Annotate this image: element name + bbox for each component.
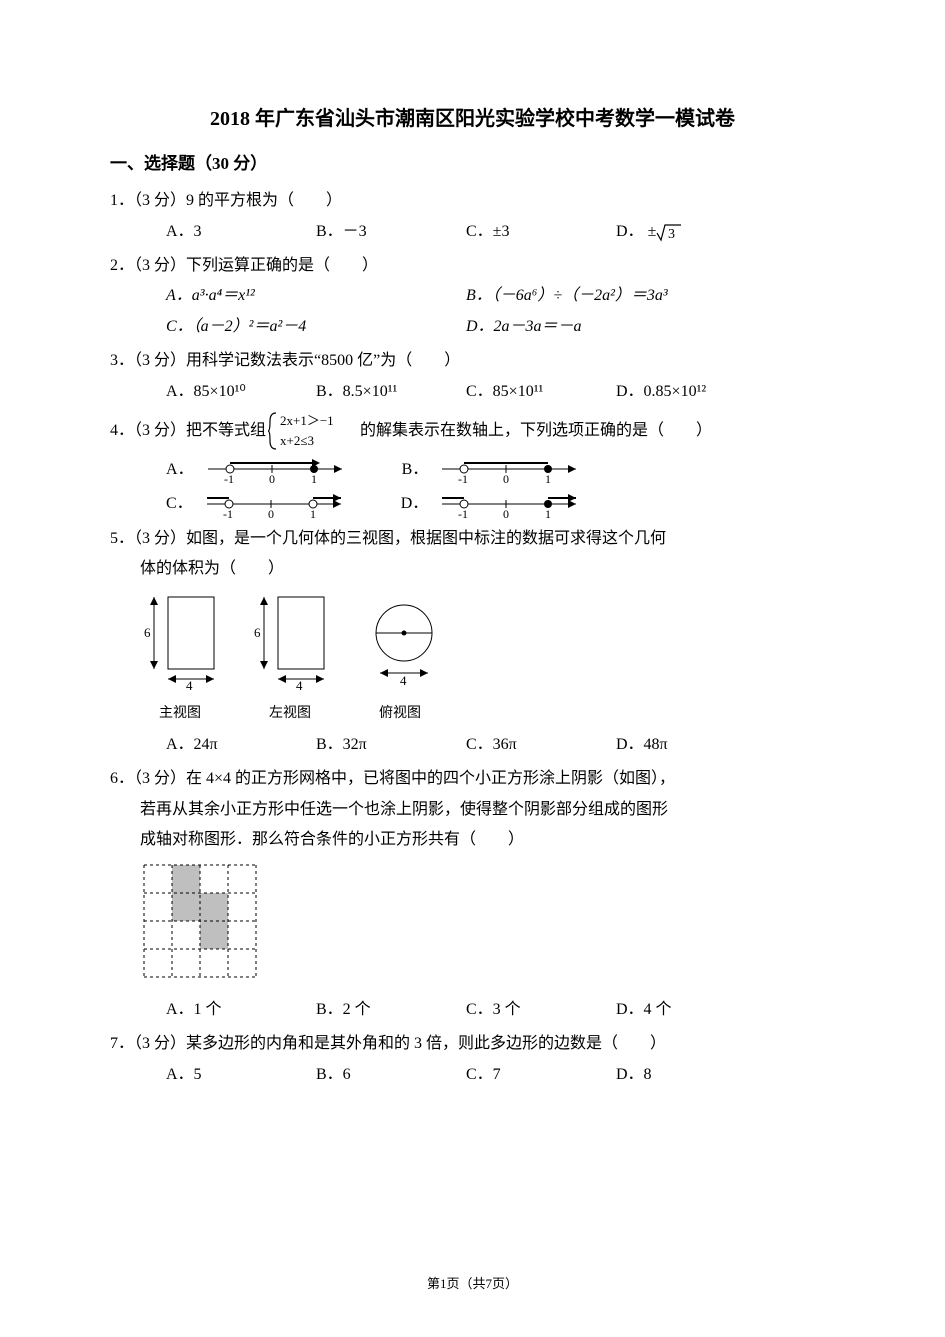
svg-text:0: 0 <box>268 507 274 518</box>
q4-sys-top: 2x+1＞−1 <box>280 413 334 428</box>
brace-icon: 2x+1＞−1 x+2≤3 <box>268 411 358 451</box>
q6-opt-d: D．4 个 <box>616 995 766 1025</box>
q6-stem-2: 若再从其余小正方形中任选一个也涂上阴影，使得整个阴影部分组成的图形 <box>110 795 835 825</box>
q4-opt-a: A． -1 0 1 <box>166 455 352 485</box>
svg-text:0: 0 <box>503 472 509 483</box>
svg-text:1: 1 <box>311 472 317 483</box>
number-line-a: -1 0 1 <box>202 457 352 483</box>
q4-d-label: D． <box>401 495 429 512</box>
section-heading: 一、选择题（30 分） <box>110 148 835 180</box>
q4-stem-post: 的解集表示在数轴上，下列选项正确的是（ ） <box>360 416 712 446</box>
q4-opt-b: B． -1 0 1 <box>402 455 587 485</box>
question-6: 6．（3 分）在 4×4 的正方形网格中，已将图中的四个小正方形涂上阴影（如图）… <box>110 764 835 1025</box>
q2-opt-c: C．（a－2）²＝a²－4 <box>166 312 466 342</box>
q4-c-label: C． <box>166 495 193 512</box>
top-view-svg: 4 <box>360 591 440 691</box>
q5-opt-a: A．24π <box>166 730 316 760</box>
dim-w-3: 4 <box>400 673 407 688</box>
dim-w-1: 4 <box>186 678 193 691</box>
q3-opt-b: B．8.5×10¹¹ <box>316 377 466 407</box>
left-view-label: 左视图 <box>250 701 330 728</box>
q7-opt-d: D．8 <box>616 1060 766 1090</box>
front-view: 6 4 主视图 <box>140 591 220 728</box>
q5-opt-b: B．32π <box>316 730 466 760</box>
question-4: 4．（3 分）把不等式组 2x+1＞−1 x+2≤3 的解集表示在数轴上，下列选… <box>110 411 835 520</box>
svg-text:3: 3 <box>668 227 675 242</box>
q7-opt-a: A．5 <box>166 1060 316 1090</box>
q4-stem-pre: 4．（3 分）把不等式组 <box>110 416 266 446</box>
q5-stem-2: 体的体积为（ ） <box>110 554 835 584</box>
q3-opt-a: A．85×10¹⁰ <box>166 377 316 407</box>
q4-a-label: A． <box>166 461 194 478</box>
q6-stem-1: 6．（3 分）在 4×4 的正方形网格中，已将图中的四个小正方形涂上阴影（如图）… <box>110 764 835 794</box>
q3-stem: 3．（3 分）用科学记数法表示“8500 亿”为（ ） <box>110 346 835 376</box>
left-view-svg: 6 4 <box>250 591 330 691</box>
top-view-label: 俯视图 <box>360 701 440 728</box>
q6-opt-a: A．1 个 <box>166 995 316 1025</box>
q6-stem-3: 成轴对称图形．那么符合条件的小正方形共有（ ） <box>110 825 835 855</box>
q3-opt-c: C．85×10¹¹ <box>466 377 616 407</box>
left-view: 6 4 左视图 <box>250 591 330 728</box>
dim-h: 6 <box>144 625 151 640</box>
question-3: 3．（3 分）用科学记数法表示“8500 亿”为（ ） A．85×10¹⁰ B．… <box>110 346 835 407</box>
q4-b-label: B． <box>402 461 429 478</box>
q2-stem: 2．（3 分）下列运算正确的是（ ） <box>110 251 835 281</box>
svg-text:-1: -1 <box>458 507 468 518</box>
question-7: 7．（3 分）某多边形的内角和是其外角和的 3 倍，则此多边形的边数是（ ） A… <box>110 1029 835 1090</box>
q5-opt-c: C．36π <box>466 730 616 760</box>
q6-opt-b: B．2 个 <box>316 995 466 1025</box>
question-2: 2．（3 分）下列运算正确的是（ ） A．a³·a⁴＝x¹² B．（－6a⁶）÷… <box>110 251 835 342</box>
top-view: 4 俯视图 <box>360 591 440 728</box>
svg-text:1: 1 <box>545 507 551 518</box>
number-line-b: -1 0 1 <box>436 457 586 483</box>
svg-text:-1: -1 <box>223 507 233 518</box>
q2-opt-b: B．（－6a⁶）÷（－2a²）＝3a³ <box>466 281 766 311</box>
front-view-svg: 6 4 <box>140 591 220 691</box>
page-title: 2018 年广东省汕头市潮南区阳光实验学校中考数学一模试卷 <box>110 100 835 138</box>
q2-opt-d: D．2a－3a＝－a <box>466 312 766 342</box>
q1-opt-d: D． ±3 <box>616 217 766 247</box>
question-1: 1．（3 分）9 的平方根为（ ） A．3 B．－3 C．±3 D． ±3 <box>110 186 835 247</box>
page-footer: 第1页（共7页） <box>0 1272 945 1297</box>
svg-text:-1: -1 <box>458 472 468 483</box>
dim-h-2: 6 <box>254 625 261 640</box>
q5-opt-d: D．48π <box>616 730 766 760</box>
q7-stem: 7．（3 分）某多边形的内角和是其外角和的 3 倍，则此多边形的边数是（ ） <box>110 1029 835 1059</box>
grid-figure <box>140 861 260 981</box>
q1-opt-c: C．±3 <box>466 217 616 247</box>
svg-text:1: 1 <box>545 472 551 483</box>
question-5: 5．（3 分）如图，是一个几何体的三视图，根据图中标注的数据可求得这个几何 体的… <box>110 524 835 760</box>
q1-d-prefix: D． <box>616 223 644 240</box>
svg-text:0: 0 <box>503 507 509 518</box>
q4-opt-d: D． -1 0 1 <box>401 489 587 519</box>
q7-opt-b: B．6 <box>316 1060 466 1090</box>
svg-text:-1: -1 <box>224 472 234 483</box>
q5-stem-1: 5．（3 分）如图，是一个几何体的三视图，根据图中标注的数据可求得这个几何 <box>110 524 835 554</box>
q3-opt-d: D．0.85×10¹² <box>616 377 766 407</box>
number-line-d: -1 0 1 <box>436 492 586 518</box>
q1-stem: 1．（3 分）9 的平方根为（ ） <box>110 186 835 216</box>
svg-text:1: 1 <box>310 507 316 518</box>
q2-opt-a: A．a³·a⁴＝x¹² <box>166 281 466 311</box>
number-line-c: -1 0 1 <box>201 492 351 518</box>
front-view-label: 主视图 <box>140 701 220 728</box>
q1-opt-a: A．3 <box>166 217 316 247</box>
q7-opt-c: C．7 <box>466 1060 616 1090</box>
dim-w-2: 4 <box>296 678 303 691</box>
svg-text:0: 0 <box>269 472 275 483</box>
sqrt-icon: ±3 <box>648 217 683 247</box>
q4-sys-bot: x+2≤3 <box>280 433 314 448</box>
q4-opt-c: C． -1 0 1 <box>166 489 351 519</box>
q6-opt-c: C．3 个 <box>466 995 616 1025</box>
q1-opt-b: B．－3 <box>316 217 466 247</box>
